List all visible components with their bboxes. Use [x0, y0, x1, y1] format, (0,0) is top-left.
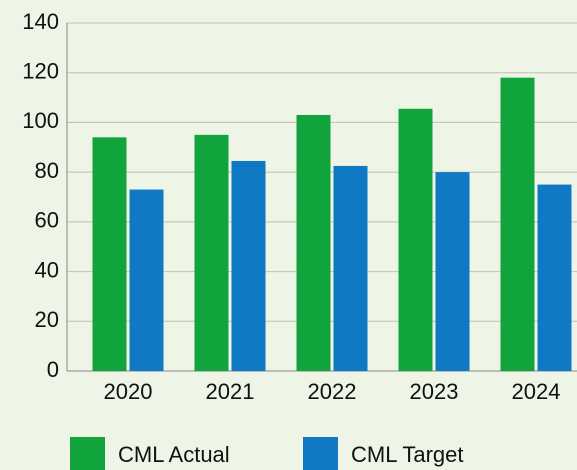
- y-tick-label: 40: [35, 257, 59, 282]
- bar: [435, 172, 470, 371]
- bar: [296, 114, 331, 371]
- bar: [333, 165, 368, 371]
- bar: [92, 137, 127, 371]
- bar: [231, 160, 266, 371]
- legend-swatch: [70, 437, 105, 470]
- legend-label: CML Actual: [118, 442, 230, 467]
- legend-swatch: [303, 437, 338, 470]
- x-tick-label: 2022: [308, 379, 357, 404]
- bar: [194, 134, 229, 371]
- bar: [500, 77, 535, 371]
- x-tick-label: 2020: [104, 379, 153, 404]
- y-tick-label: 120: [22, 59, 59, 84]
- y-tick-label: 20: [35, 307, 59, 332]
- y-tick-label: 80: [35, 158, 59, 183]
- bar: [129, 189, 164, 371]
- bar: [398, 108, 433, 371]
- bar: [537, 184, 572, 371]
- x-tick-label: 2021: [206, 379, 255, 404]
- x-tick-label: 2023: [410, 379, 459, 404]
- y-tick-label: 140: [22, 9, 59, 34]
- legend-label: CML Target: [351, 442, 464, 467]
- x-tick-label: 2024: [512, 379, 561, 404]
- y-tick-label: 100: [22, 108, 59, 133]
- y-tick-label: 0: [47, 357, 59, 382]
- y-tick-label: 60: [35, 208, 59, 233]
